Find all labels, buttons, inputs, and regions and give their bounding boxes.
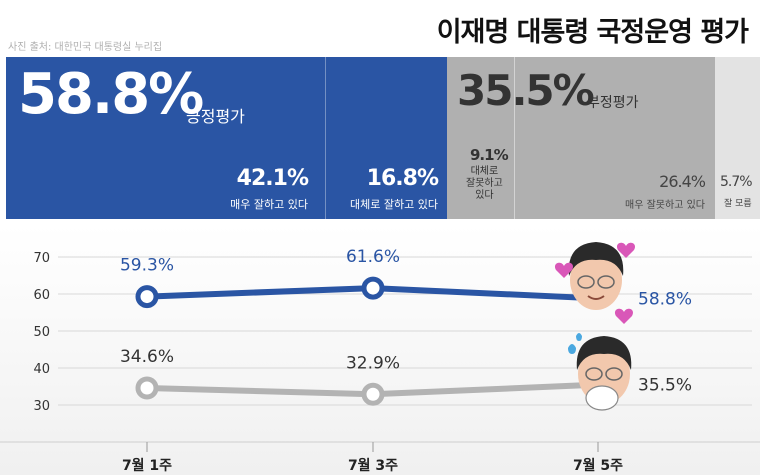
band-divider <box>514 57 515 219</box>
band-divider <box>325 57 326 219</box>
page-title: 이재명 대통령 국정운영 평가 <box>436 17 749 48</box>
chart-background <box>0 225 760 475</box>
data-label: 58.8% <box>638 289 692 309</box>
photo-credit: 사진 출처: 대한민국 대통령실 누리집 <box>8 42 163 53</box>
data-point <box>135 376 159 400</box>
x-tick-label: 7월 3주 <box>348 457 398 474</box>
somewhat-good-label: 대체로 잘하고 있다 <box>350 198 438 211</box>
negative-label: 부정평가 <box>587 95 639 111</box>
positive-label: 긍정평가 <box>186 107 245 126</box>
positive-total: 58.8% <box>18 62 204 127</box>
data-point <box>135 285 159 309</box>
somewhat-good-value: 16.8% <box>366 166 439 191</box>
y-tick-label: 50 <box>33 325 50 340</box>
very-bad-value: 26.4% <box>659 172 706 191</box>
somewhat-bad-label-line: 잘못하고 <box>466 178 503 189</box>
somewhat-bad-value: 9.1% <box>470 146 509 164</box>
very-bad-label: 매우 잘못하고 있다 <box>625 200 705 211</box>
president-photo-hearts <box>554 242 636 324</box>
positive-band <box>6 57 447 219</box>
negative-band <box>447 57 715 219</box>
negative-total: 35.5% <box>457 66 595 115</box>
president-photo-sweat <box>568 333 632 411</box>
y-tick-label: 60 <box>33 288 50 303</box>
data-label: 34.6% <box>120 347 174 367</box>
somewhat-bad-label-line: 있다 <box>475 190 494 201</box>
very-good-label: 매우 잘하고 있다 <box>230 198 308 211</box>
data-point <box>361 382 385 406</box>
data-label: 61.6% <box>346 247 400 267</box>
dont-know-value: 5.7% <box>720 174 753 190</box>
y-tick-label: 40 <box>33 362 50 377</box>
data-label: 35.5% <box>638 376 692 396</box>
somewhat-bad-label-line: 대체로 <box>470 166 499 177</box>
data-point <box>361 276 385 300</box>
x-tick-label: 7월 5주 <box>573 457 623 474</box>
x-tick-label: 7월 1주 <box>122 457 172 474</box>
dont-know-label: 잘 모름 <box>724 199 752 209</box>
dont-know-band <box>715 57 760 219</box>
data-label: 32.9% <box>346 353 400 373</box>
very-good-value: 42.1% <box>236 166 309 191</box>
y-tick-label: 70 <box>33 251 50 266</box>
y-tick-label: 30 <box>33 399 50 414</box>
data-label: 59.3% <box>120 256 174 276</box>
somewhat-bad-label: 대체로 잘못하고 있다 <box>466 166 503 202</box>
